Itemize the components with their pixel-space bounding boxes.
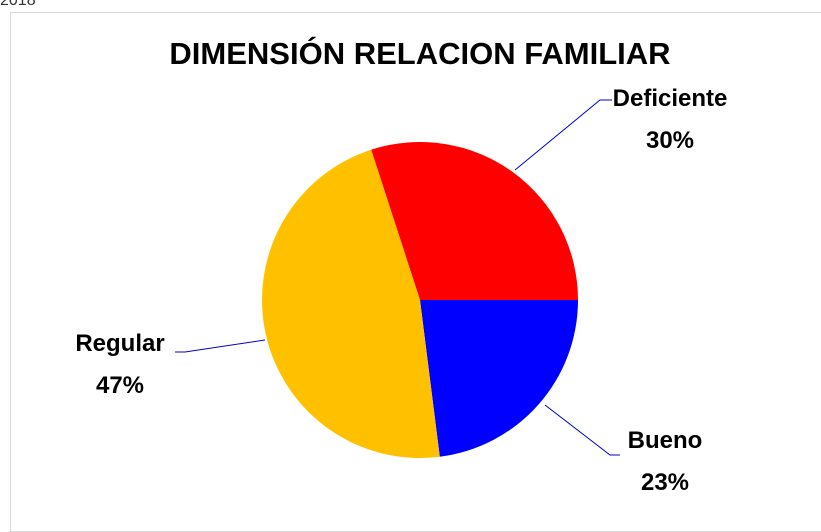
value-label: 30% [645, 127, 695, 154]
value-label: 23% [640, 469, 690, 496]
pie-slice [262, 149, 440, 458]
leader-line [175, 339, 266, 353]
chart [175, 99, 620, 458]
data-label: Regular 47% [60, 323, 180, 407]
value-label: 47% [95, 372, 145, 399]
category-label: Deficiente [612, 85, 728, 112]
data-label: Deficiente 30% [590, 78, 750, 162]
category-label: Bueno [627, 427, 703, 454]
pie-slice [371, 142, 578, 300]
leader-line [544, 404, 620, 456]
category-label: Regular [75, 330, 165, 357]
pie-slice [420, 300, 578, 457]
chart-title: DIMENSIÓN RELACION FAMILIAR [169, 36, 671, 71]
caption: 2018 [0, 0, 36, 9]
data-label: Bueno 23% [600, 420, 730, 504]
leader-line [514, 99, 612, 171]
